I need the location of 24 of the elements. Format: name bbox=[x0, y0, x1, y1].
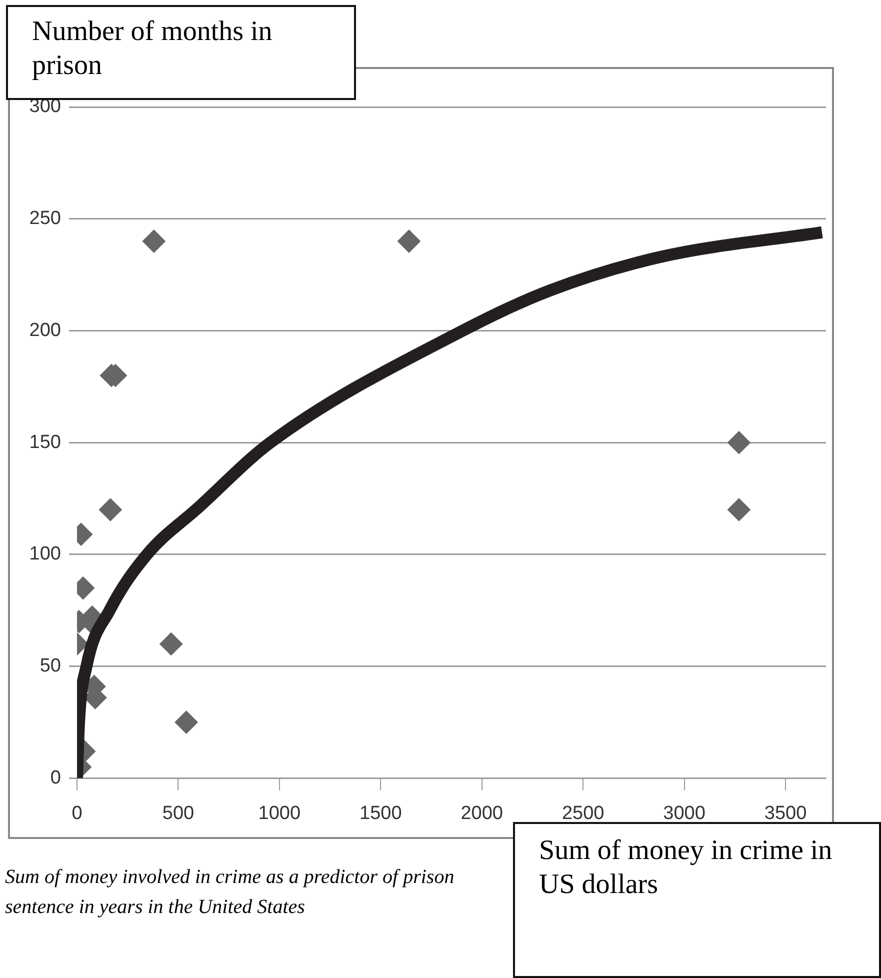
y-tick-label: 250 bbox=[29, 208, 61, 230]
x-tick-label: 1500 bbox=[360, 802, 402, 824]
x-tick-label: 2000 bbox=[460, 802, 504, 824]
x-tick-label: 500 bbox=[162, 802, 194, 824]
x-tick-label: 3000 bbox=[663, 802, 706, 824]
y-tick-label: 200 bbox=[29, 320, 61, 341]
y-tick-label: 50 bbox=[40, 656, 61, 677]
x-axis-title: Sum of money in crime in US dollars bbox=[513, 822, 881, 978]
x-tick-label: 1000 bbox=[258, 802, 301, 824]
point bbox=[727, 498, 750, 522]
x-tick-label: 3500 bbox=[764, 802, 807, 824]
point bbox=[98, 498, 122, 522]
y-tick-label: 100 bbox=[29, 544, 61, 565]
point bbox=[160, 632, 183, 656]
y-tick-label: 150 bbox=[29, 432, 61, 453]
point bbox=[727, 431, 750, 454]
y-tick-label: 0 bbox=[50, 767, 61, 788]
text: Sum of money involved in crime as a predictor of prison sentence in years in the United States bbox=[5, 865, 456, 920]
point bbox=[174, 710, 198, 734]
point bbox=[397, 230, 420, 253]
point bbox=[142, 230, 166, 253]
x-tick-label: 0 bbox=[72, 802, 82, 824]
y-axis-title: Number of months in prison bbox=[32, 16, 272, 81]
x-tick-label: 2500 bbox=[562, 802, 604, 824]
